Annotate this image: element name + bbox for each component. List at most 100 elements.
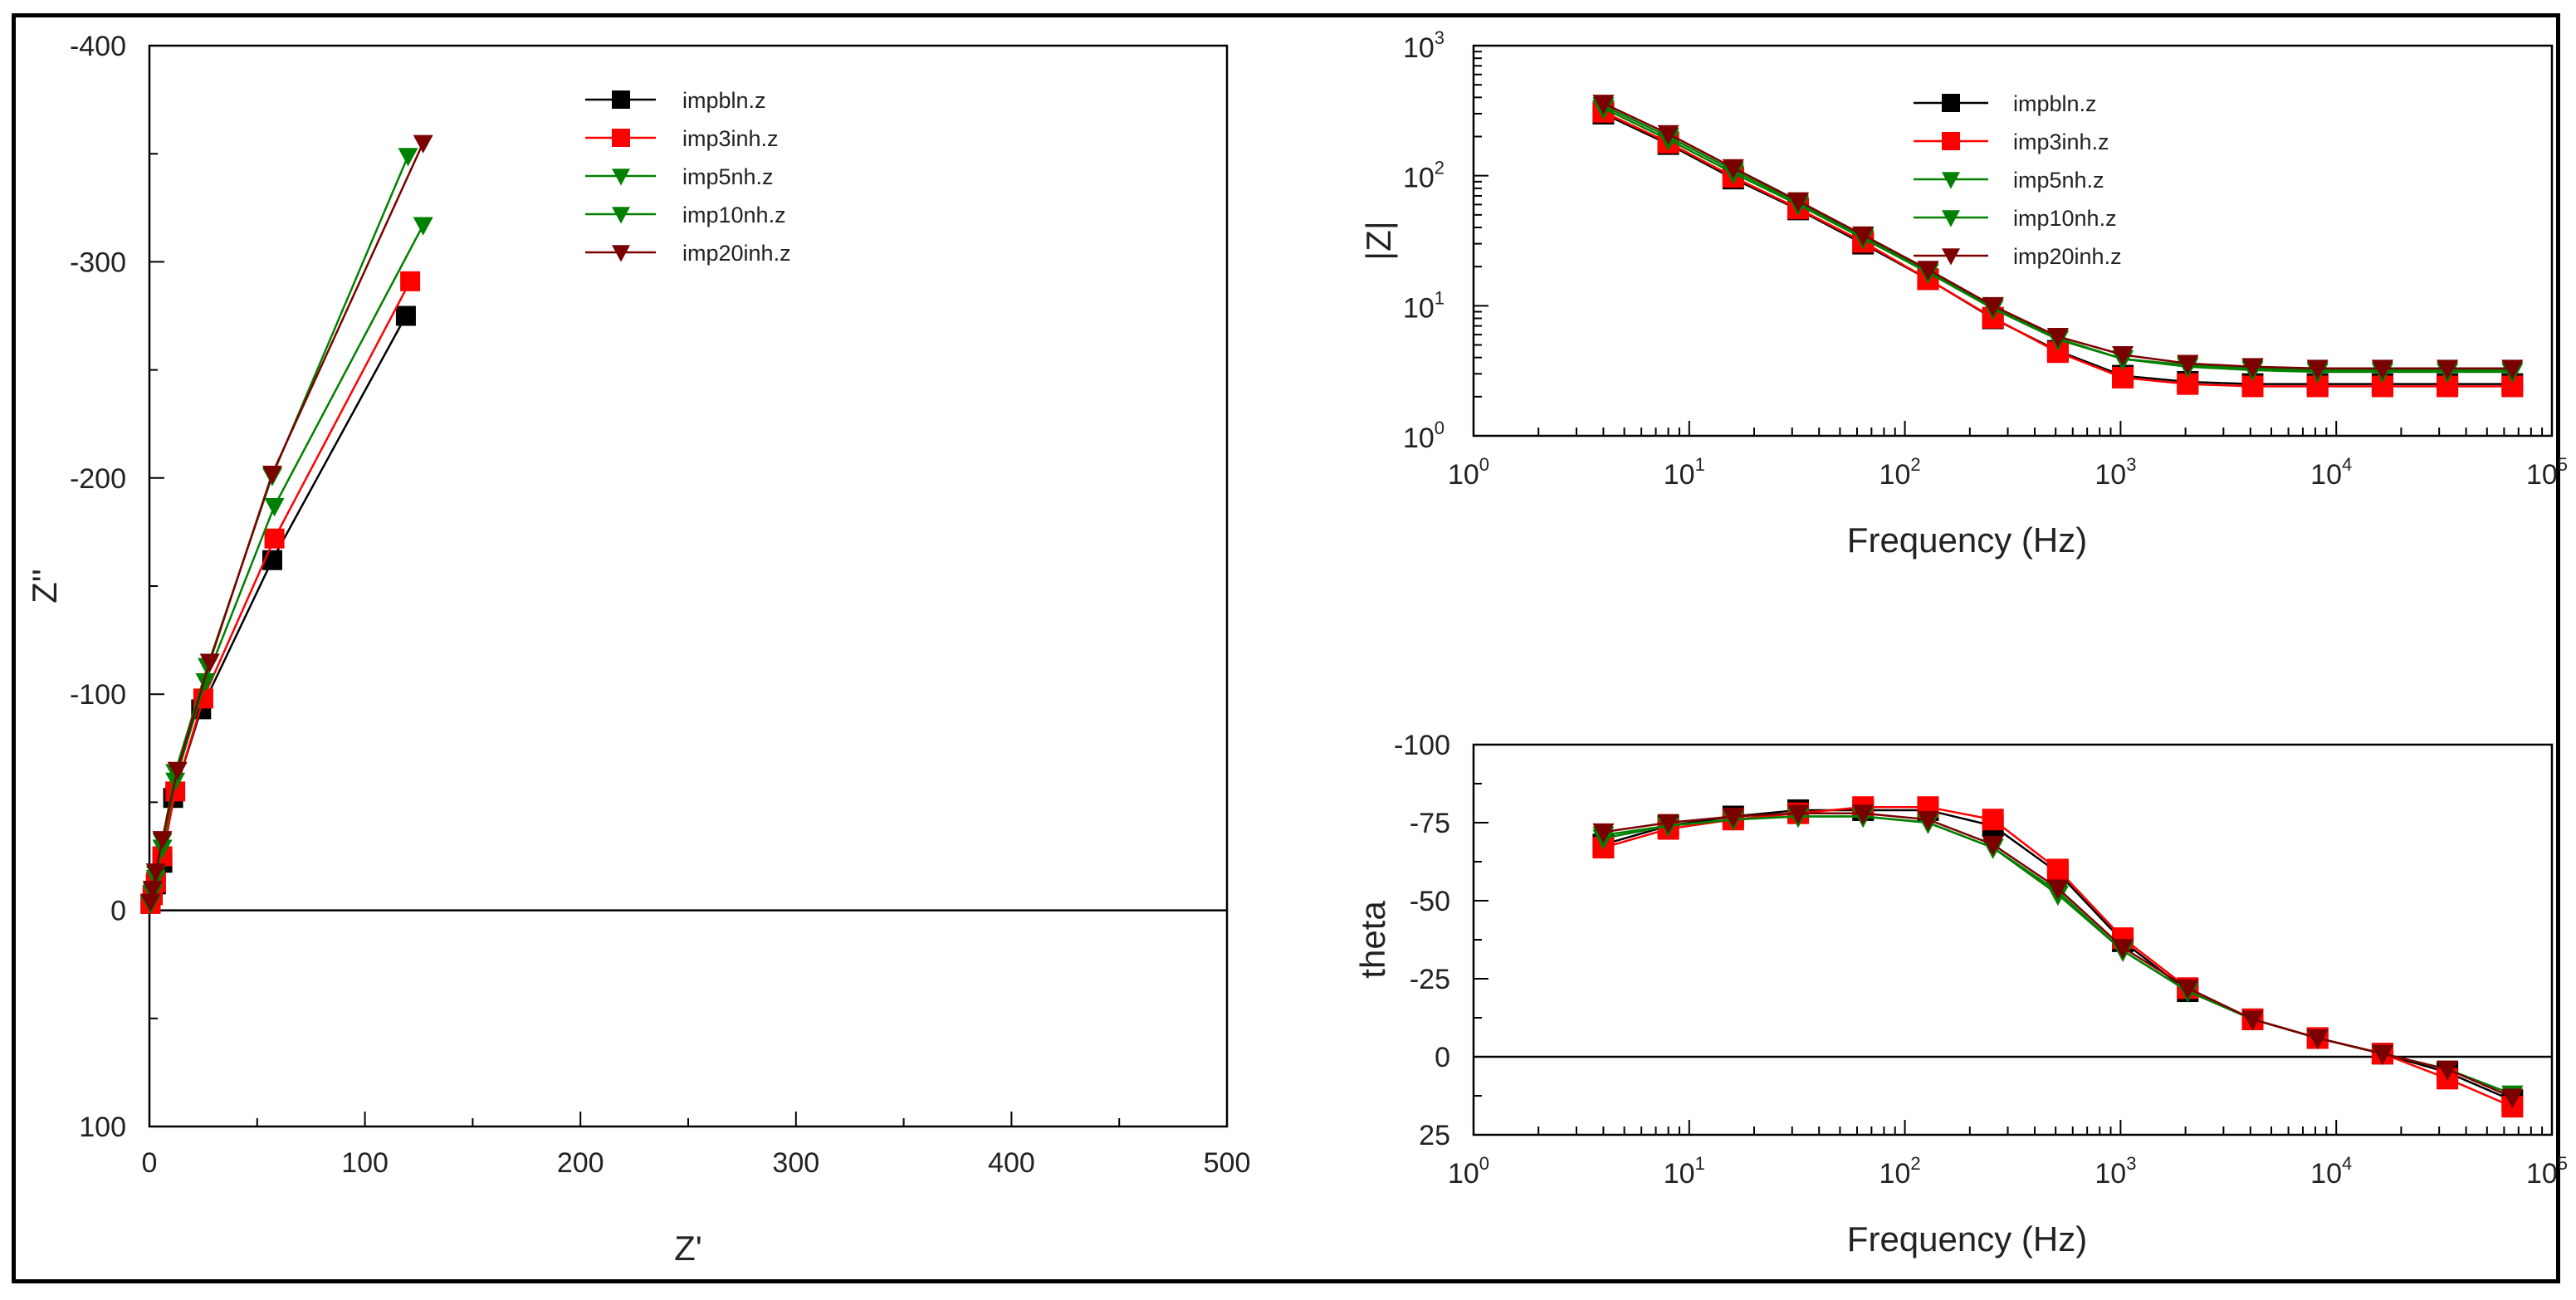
bode-phase-y-tick-label: 0	[1435, 1042, 1450, 1073]
bode-phase-x-tick-exponent: 2	[1910, 1153, 1920, 1174]
bode-phase-series-impbln.z	[1592, 799, 2524, 1112]
bode-magnitude-data-point	[1917, 261, 1939, 281]
bode-magnitude-x-tick-label: 104	[2310, 454, 2352, 491]
bode-magnitude-data-point	[1657, 125, 1679, 145]
bode-magnitude-x-tick-exponent: 0	[1479, 454, 1489, 475]
bode-magnitude-x-tick-exponent: 2	[1910, 454, 1920, 475]
legend-marker	[1942, 248, 1960, 266]
bode-magnitude-data-point	[1982, 296, 2004, 317]
nyquist-x-tick-label: 100	[341, 1147, 389, 1179]
bode-magnitude-y-tick-label: 102	[1403, 158, 1444, 194]
nyquist-y-tick-label: -300	[70, 247, 126, 278]
legend-marker	[1942, 132, 1960, 150]
bode-magnitude-plot: 100101102103|Z|impbln.zimp3inh.zimp5nh.z…	[1359, 27, 2524, 454]
bode-phase-data-point	[2306, 1029, 2329, 1050]
nyquist-data-point	[145, 863, 166, 882]
bode-magnitude-x-tick-label: 101	[1664, 454, 1705, 491]
bode-magnitude-data-point	[2046, 327, 2069, 349]
bode-phase-data-point	[1787, 804, 1810, 825]
legend-label: imp5nh.z	[682, 164, 774, 189]
bode-magnitude-series-imp20inh.z	[1592, 95, 2524, 380]
bode-magnitude-y-tick-label: 100	[1403, 418, 1444, 454]
bode-phase-x-tick-exponent: 1	[1695, 1153, 1705, 1174]
bode-magnitude-x-tick-label: 102	[1879, 454, 1921, 491]
bode-phase-data-point	[2177, 979, 2199, 999]
bode-magnitude-x-tick-base: 10	[2310, 459, 2342, 491]
legend-label: impbln.z	[682, 88, 766, 113]
bode-magnitude-data-point	[2501, 359, 2524, 380]
bode-magnitude-y-tick-label: 101	[1403, 287, 1444, 324]
bode-phase-x-tick-base: 10	[1664, 1158, 1695, 1190]
bode-phase-data-point	[1852, 804, 1875, 825]
nyquist-data-point	[400, 271, 421, 291]
nyquist-x-tick-label: 0	[142, 1147, 158, 1179]
bode-phase-x-tick-label: 104	[2310, 1153, 2352, 1190]
legend-label: imp10nh.z	[682, 203, 786, 227]
nyquist-y-tick-label: 100	[79, 1112, 126, 1143]
bode-phase-x-tick-base: 10	[1879, 1158, 1911, 1190]
bode-magnitude-data-point	[2371, 359, 2393, 380]
bode-magnitude-y-tick-exponent: 0	[1435, 418, 1444, 438]
bode-phase-x-tick-exponent: 0	[1479, 1153, 1489, 1174]
bode-phase-data-point	[1982, 835, 2004, 856]
nyquist-series-line	[149, 281, 412, 905]
nyquist-data-point	[142, 880, 163, 900]
nyquist-data-point	[140, 893, 161, 912]
nyquist-plot: 0 100 200 300 400 500 -400 -300 -200 -100 0 100 Z' Z'…	[25, 31, 1250, 1268]
bode-phase-x-axis-title: Frequency (Hz)	[1847, 1219, 2087, 1258]
legend-marker	[612, 90, 630, 109]
nyquist-series-line	[149, 315, 408, 905]
bode-phase-x-tick-label: 103	[2095, 1153, 2136, 1190]
nyquist-y-tick-label: -400	[70, 31, 126, 62]
bode-phase-x-tick-exponent: 3	[2126, 1153, 2136, 1174]
bode-magnitude-y-tick-base: 10	[1403, 163, 1435, 194]
legend-marker	[612, 169, 630, 186]
nyquist-y-tick-label: 0	[110, 896, 126, 927]
bode-phase-x-tick-exponent: 4	[2342, 1153, 2352, 1174]
bode-magnitude-y-tick-base: 10	[1403, 32, 1435, 64]
bode-magnitude-data-point	[2177, 354, 2199, 375]
nyquist-data-point	[264, 528, 285, 549]
bode-phase-x-tick-label: 105	[2526, 1153, 2568, 1190]
bode-magnitude-x-tick-exponent: 3	[2126, 454, 2136, 475]
legend-label: imp3inh.z	[682, 126, 779, 151]
nyquist-series-line	[149, 224, 424, 905]
legend-marker	[1942, 94, 1960, 112]
nyquist-y-tick-label: -200	[70, 463, 126, 495]
nyquist-data-point	[395, 305, 416, 326]
bode-phase-x-tick-base: 10	[2526, 1158, 2558, 1190]
bode-phase-data-point	[1657, 814, 1679, 834]
bode-magnitude-y-tick-base: 10	[1403, 292, 1435, 324]
bode-phase-plot: -100 -75 -50 -25 0 25 theta	[1353, 730, 2552, 1151]
nyquist-data-point	[262, 465, 282, 485]
bode-phase-plot-frame	[1472, 743, 2554, 1136]
legend-marker	[612, 245, 630, 262]
bode-magnitude-plot-frame	[1472, 44, 2554, 437]
nyquist-legend: impbln.z imp3inh.z imp5nh.z imp10nh.z imp20i…	[585, 88, 791, 266]
nyquist-data-point	[167, 761, 188, 780]
bode-magnitude-data-point	[2241, 358, 2264, 379]
bode-magnitude-data-point	[1722, 159, 1744, 179]
nyquist-x-tick-label: 300	[772, 1147, 819, 1179]
bode-phase-data-point	[1722, 808, 1744, 828]
legend-marker	[612, 207, 630, 224]
bode-magnitude-data-point	[2112, 366, 2134, 389]
bode-magnitude-data-point	[1787, 192, 1810, 213]
bode-phase-series-imp3inh.z	[1592, 796, 2524, 1118]
bode-phase-x-tick-base: 10	[1448, 1158, 1479, 1190]
nyquist-x-axis-title: Z'	[674, 1229, 702, 1268]
nyquist-x-tick-label: 500	[1204, 1147, 1251, 1179]
nyquist-x-tick-label: 400	[988, 1147, 1035, 1179]
bode-phase-x-tick-label: 102	[1879, 1153, 1921, 1190]
nyquist-series-imp20inh.z	[140, 134, 433, 912]
bode-magnitude-data-point	[2437, 359, 2459, 380]
bode-phase-y-tick-label: -50	[1410, 886, 1450, 917]
bode-magnitude-x-tick-base: 10	[1879, 459, 1911, 491]
bode-magnitude-x-tick-exponent: 5	[2558, 454, 2568, 475]
bode-magnitude-data-point	[2112, 345, 2134, 367]
legend-label: imp3inh.z	[2013, 130, 2109, 154]
bode-magnitude-data-point	[1592, 95, 1615, 115]
bode-phase-data-point	[2371, 1044, 2393, 1065]
bode-magnitude-y-tick-base: 10	[1403, 423, 1435, 454]
